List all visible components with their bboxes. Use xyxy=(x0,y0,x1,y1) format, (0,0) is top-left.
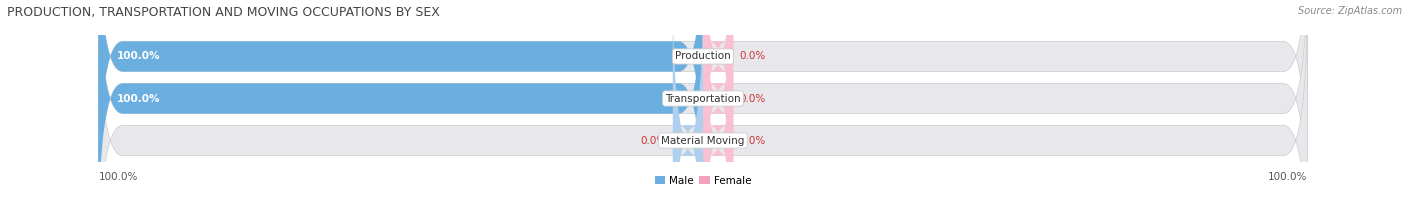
Text: PRODUCTION, TRANSPORTATION AND MOVING OCCUPATIONS BY SEX: PRODUCTION, TRANSPORTATION AND MOVING OC… xyxy=(7,6,440,19)
FancyBboxPatch shape xyxy=(98,0,1308,197)
FancyBboxPatch shape xyxy=(703,0,734,197)
FancyBboxPatch shape xyxy=(98,0,1308,197)
Legend: Male, Female: Male, Female xyxy=(651,171,755,190)
FancyBboxPatch shape xyxy=(672,0,703,197)
Text: 0.0%: 0.0% xyxy=(740,136,765,146)
Text: 100.0%: 100.0% xyxy=(117,51,160,61)
Text: 0.0%: 0.0% xyxy=(641,136,666,146)
Text: 100.0%: 100.0% xyxy=(1268,172,1308,182)
FancyBboxPatch shape xyxy=(98,0,1308,197)
Text: Material Moving: Material Moving xyxy=(661,136,745,146)
FancyBboxPatch shape xyxy=(98,0,703,197)
FancyBboxPatch shape xyxy=(98,0,703,197)
Text: 0.0%: 0.0% xyxy=(740,51,765,61)
Text: Production: Production xyxy=(675,51,731,61)
Text: Source: ZipAtlas.com: Source: ZipAtlas.com xyxy=(1298,6,1402,16)
FancyBboxPatch shape xyxy=(703,0,734,197)
Text: 0.0%: 0.0% xyxy=(740,94,765,103)
Text: Transportation: Transportation xyxy=(665,94,741,103)
Text: 100.0%: 100.0% xyxy=(98,172,138,182)
Text: 100.0%: 100.0% xyxy=(117,94,160,103)
FancyBboxPatch shape xyxy=(703,0,734,197)
